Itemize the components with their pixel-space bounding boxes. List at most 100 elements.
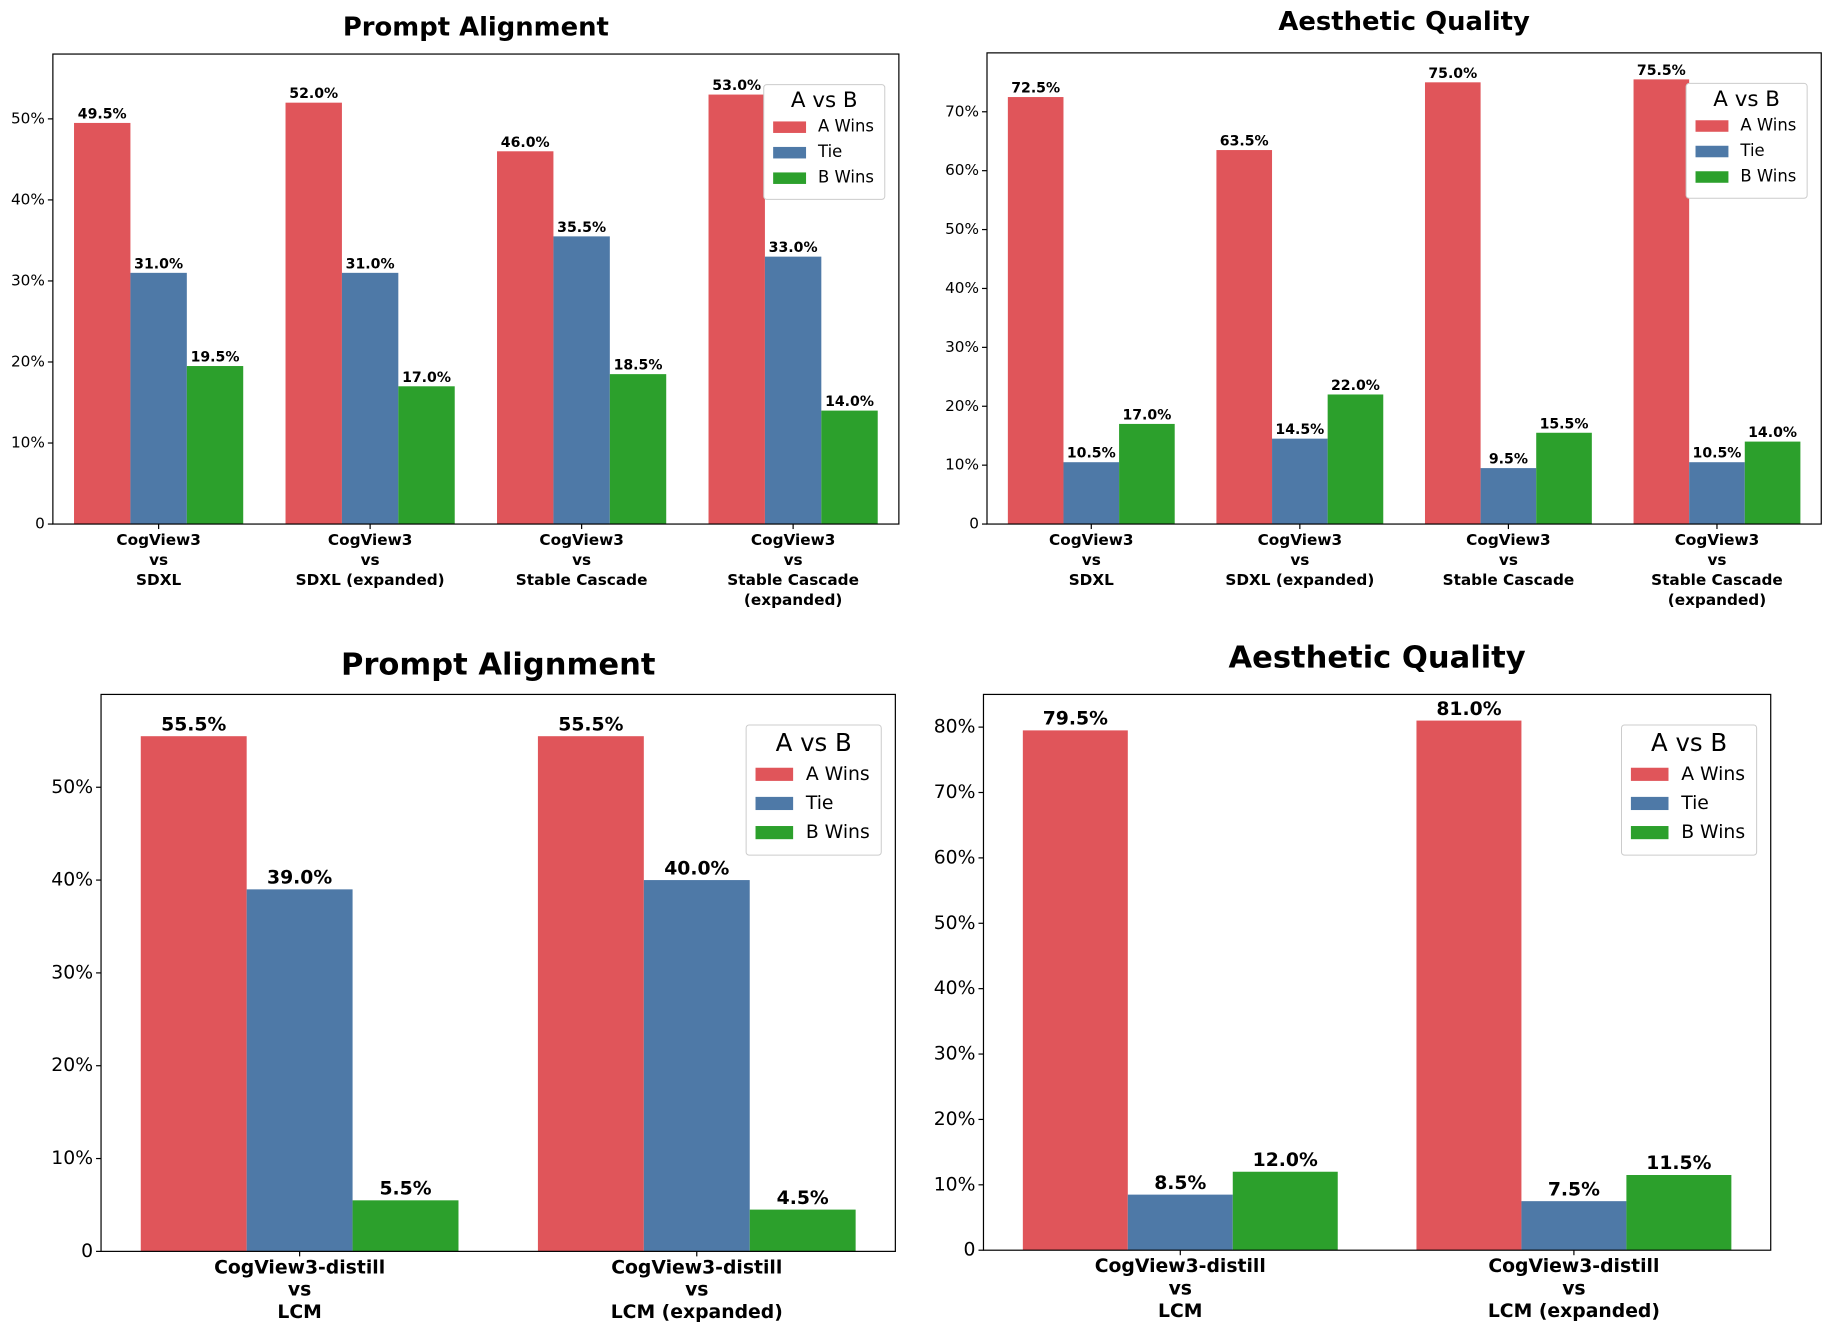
x-tick-label: SDXL (expanded) (296, 571, 445, 589)
legend-title: A vs B (1713, 87, 1780, 112)
x-tick-label: (expanded) (1668, 591, 1766, 609)
x-tick-label: LCM (expanded) (611, 1302, 783, 1323)
value-label: 33.0% (769, 240, 818, 256)
x-tick-label: CogView3 (1466, 531, 1550, 549)
bar (708, 94, 765, 525)
value-label: 14.5% (1275, 422, 1324, 438)
legend-swatch (755, 796, 794, 811)
value-label: 55.5% (161, 714, 226, 735)
bar (497, 151, 554, 525)
y-tick-label: 10% (934, 1174, 976, 1195)
chart-title: Prompt Alignment (341, 648, 655, 683)
x-tick-label: vs (1707, 551, 1726, 569)
y-tick-label: 0 (35, 515, 45, 533)
axes-frame (100, 693, 896, 1252)
value-label: 14.0% (1748, 425, 1797, 441)
x-tick-label: CogView3 (539, 531, 623, 549)
value-label: 22.0% (1331, 378, 1380, 394)
bar (140, 736, 247, 1252)
bar (1216, 150, 1273, 525)
y-tick-label: 30% (51, 962, 93, 983)
bar (246, 889, 353, 1252)
bar (285, 102, 342, 525)
y-tick-label: 30% (945, 338, 979, 356)
legend-label: Tie (1739, 141, 1764, 160)
legend-swatch (773, 121, 807, 133)
value-label: 35.5% (557, 220, 606, 236)
value-label: 31.0% (346, 256, 395, 272)
x-tick-label: vs (784, 551, 803, 569)
y-tick-label: 0 (81, 1241, 93, 1262)
y-tick-label: 70% (934, 782, 976, 803)
legend-title: A vs B (791, 88, 858, 113)
x-tick-label: SDXL (1069, 571, 1114, 589)
value-label: 11.5% (1646, 1153, 1711, 1174)
value-label: 8.5% (1154, 1173, 1206, 1194)
legend-swatch (1630, 796, 1669, 811)
bar (1424, 82, 1481, 525)
x-tick-label: LCM (1158, 1301, 1202, 1322)
y-tick-label: 20% (945, 397, 979, 415)
value-label: 75.5% (1637, 63, 1686, 79)
y-tick-label: 80% (934, 717, 976, 738)
y-tick-label: 10% (51, 1148, 93, 1169)
legend-label: Tie (1680, 793, 1709, 814)
x-tick-label: vs (1082, 551, 1101, 569)
y-tick-label: 0 (969, 515, 979, 533)
bar (1232, 1171, 1338, 1251)
bar (764, 256, 822, 525)
x-tick-label: Stable Cascade (1443, 571, 1575, 589)
legend-swatch (773, 172, 807, 184)
legend-swatch (755, 826, 794, 840)
x-tick-label: CogView3-distill (214, 1257, 385, 1278)
bar (1744, 441, 1801, 525)
x-tick-label: Stable Cascade (727, 571, 859, 589)
x-tick-label: vs (1169, 1278, 1192, 1299)
y-tick-label: 70% (945, 102, 979, 120)
bar (398, 386, 455, 525)
x-tick-label: (expanded) (744, 591, 842, 609)
axes-frame (52, 53, 900, 525)
x-tick-label: vs (361, 551, 380, 569)
value-label: 63.5% (1220, 134, 1269, 150)
legend-label: A Wins (1740, 116, 1796, 135)
bar (749, 1209, 856, 1252)
value-label: 39.0% (267, 868, 332, 889)
y-tick-label: 20% (51, 1055, 93, 1076)
bar (130, 272, 187, 525)
legend-box (745, 724, 882, 856)
x-tick-label: vs (1499, 551, 1518, 569)
x-tick-label: CogView3 (1258, 531, 1342, 549)
legend-title: A vs B (776, 728, 852, 757)
bar (1063, 462, 1120, 525)
x-tick-label: CogView3-distill (611, 1257, 782, 1278)
y-tick-label: 60% (945, 161, 979, 179)
y-tick-label: 50% (51, 777, 93, 798)
bar (1633, 79, 1690, 525)
bar (352, 1200, 459, 1252)
x-tick-label: CogView3 (751, 531, 835, 549)
bar (1521, 1201, 1627, 1251)
x-tick-label: vs (1290, 551, 1309, 569)
legend-label: A Wins (1681, 764, 1745, 785)
value-label: 14.0% (825, 394, 874, 410)
bar (643, 880, 750, 1252)
x-tick-label: LCM (expanded) (1488, 1301, 1660, 1322)
value-label: 7.5% (1548, 1179, 1600, 1200)
legend-label: B Wins (806, 822, 870, 843)
value-label: 18.5% (614, 358, 663, 374)
x-tick-label: vs (149, 551, 168, 569)
y-tick-label: 50% (11, 109, 45, 127)
value-label: 4.5% (777, 1188, 829, 1209)
axes-frame (982, 693, 1772, 1251)
chart-title: Aesthetic Quality (1278, 7, 1530, 37)
x-tick-label: CogView3-distill (1095, 1256, 1266, 1277)
value-label: 15.5% (1540, 416, 1589, 432)
y-tick-label: 0 (964, 1240, 976, 1261)
x-tick-label: CogView3-distill (1488, 1256, 1659, 1277)
legend-label: A Wins (818, 117, 874, 136)
bar (1022, 730, 1128, 1251)
bar (1272, 438, 1328, 525)
y-tick-label: 40% (51, 870, 93, 891)
legend-swatch (773, 146, 807, 159)
